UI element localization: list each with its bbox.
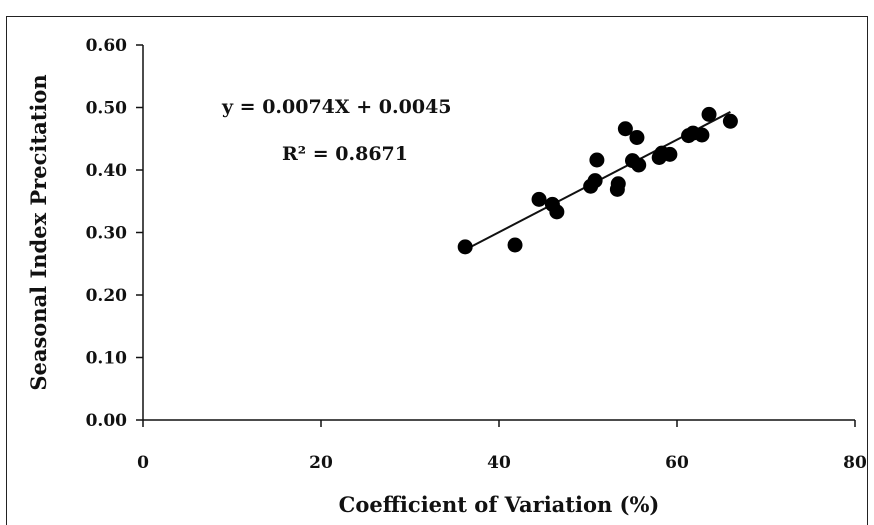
data-point <box>701 106 717 122</box>
data-point <box>531 191 547 207</box>
data-point <box>457 239 473 255</box>
data-point <box>589 152 605 168</box>
data-point <box>617 121 633 137</box>
data-points <box>457 106 738 255</box>
x-tick-label: 20 <box>309 453 333 473</box>
x-tick-label: 60 <box>665 453 689 473</box>
y-tick-label: 0.20 <box>86 286 128 306</box>
y-tick-label: 0.00 <box>86 411 128 431</box>
chart-frame <box>6 16 868 525</box>
data-point <box>662 146 678 162</box>
x-tick-label: 40 <box>487 453 511 473</box>
r-squared-label: R² <box>282 143 306 165</box>
x-ticks: 0 20 40 60 80 <box>137 420 867 473</box>
y-tick-label: 0.60 <box>86 36 128 56</box>
data-point <box>610 176 626 192</box>
equation-annotation: y = 0.0074X + 0.0045 <box>221 96 452 118</box>
y-tick-label: 0.40 <box>86 161 128 181</box>
data-point <box>631 157 647 173</box>
data-point <box>549 204 565 220</box>
x-axis-title: Coefficient of Variation (%) <box>339 492 660 517</box>
data-point <box>629 130 645 145</box>
data-point <box>587 173 603 189</box>
y-ticks: 0.00 0.10 0.20 0.30 0.40 0.50 0.60 <box>86 36 143 431</box>
r-squared-annotation: R² = 0.8671 <box>282 143 408 165</box>
data-point <box>722 113 738 129</box>
y-axis-title: Seasonal Index Precitation <box>26 74 51 390</box>
y-tick-label: 0.10 <box>86 349 128 369</box>
y-tick-label: 0.50 <box>86 99 128 119</box>
data-point <box>694 127 710 143</box>
x-tick-label: 80 <box>843 453 867 473</box>
y-tick-label: 0.30 <box>86 224 128 244</box>
r-squared-value: = 0.8671 <box>306 143 408 165</box>
data-point <box>507 237 523 253</box>
x-tick-label: 0 <box>137 453 149 473</box>
